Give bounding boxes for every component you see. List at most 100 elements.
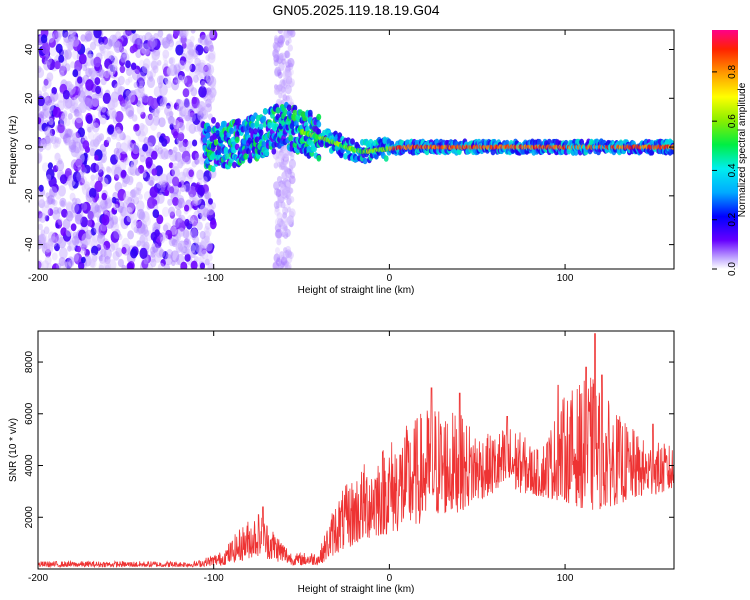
heatmap-cell: [281, 188, 288, 196]
heatmap-cell: [279, 79, 286, 88]
heatmap-cell: [275, 228, 283, 239]
heatmap-cell: [91, 245, 99, 256]
heatmap-cell: [184, 253, 191, 262]
heatmap-cell: [44, 135, 51, 145]
heatmap-cell: [281, 190, 288, 199]
heatmap-cell: [90, 179, 95, 187]
heatmap-cell: [111, 207, 117, 215]
heatmap-cell: [109, 243, 116, 252]
heatmap-cell: [108, 259, 117, 269]
heatmap-cell: [182, 138, 189, 148]
heatmap-cell: [78, 101, 88, 114]
heatmap-cell: [283, 231, 289, 239]
x-tick-label: -200: [28, 273, 48, 284]
heatmap-cell: [197, 186, 205, 197]
heatmap-cell: [135, 225, 142, 235]
heatmap-cell: [68, 139, 77, 151]
heatmap-cell: [273, 43, 281, 53]
heatmap-cell: [85, 47, 92, 56]
heatmap-cell: [283, 156, 289, 164]
heatmap-cell: [72, 39, 82, 52]
heatmap-cell: [184, 75, 193, 88]
heatmap-cell: [93, 207, 102, 218]
heatmap-cell: [158, 117, 166, 128]
heatmap-cell: [98, 133, 105, 141]
heatmap-cell: [114, 126, 121, 136]
heatmap-cell: [130, 189, 137, 198]
heatmap-cell: [177, 132, 185, 142]
heatmap-cell: [38, 211, 43, 219]
heatmap-cell: [285, 61, 290, 68]
heatmap-cell: [117, 258, 124, 268]
heatmap-cell: [86, 53, 96, 66]
heatmap-cell: [271, 148, 277, 155]
heatmap-cell: [43, 60, 51, 71]
heatmap-cell: [177, 160, 184, 169]
heatmap-cell: [109, 217, 118, 229]
heatmap-cell: [203, 64, 209, 73]
heatmap-cell: [188, 218, 194, 225]
heatmap-cell: [284, 68, 292, 78]
heatmap-cell: [157, 30, 164, 38]
heatmap-cell: [67, 113, 73, 120]
heatmap-cell: [206, 91, 216, 103]
heatmap-cell: [277, 35, 283, 42]
heatmap-cell: [61, 208, 68, 218]
heatmap-cell: [288, 187, 294, 194]
heatmap-cell: [177, 197, 186, 209]
heatmap-cell: [38, 67, 45, 78]
heatmap-cell: [274, 229, 282, 239]
heatmap-cell: [167, 115, 175, 125]
heatmap-cell: [136, 208, 145, 220]
heatmap-cell: [272, 51, 279, 59]
heatmap-cell: [190, 228, 198, 239]
heatmap-cell: [284, 84, 292, 95]
heatmap-cell: [184, 218, 190, 227]
heatmap-cell: [119, 58, 126, 67]
heatmap-cell: [178, 60, 186, 70]
heatmap-cell: [200, 109, 209, 120]
heatmap-cell: [281, 58, 286, 65]
heatmap-cell: [63, 261, 72, 269]
heatmap-cell: [278, 180, 284, 188]
heatmap-cell: [193, 194, 202, 206]
heatmap-cell: [97, 250, 104, 260]
heatmap-cell: [190, 227, 199, 239]
heatmap-cell: [99, 114, 107, 125]
heatmap-cell: [71, 102, 80, 113]
heatmap-cell: [84, 30, 93, 42]
heatmap-cell: [45, 192, 50, 199]
heatmap-cell: [137, 220, 144, 229]
heatmap-cell: [188, 169, 194, 178]
heatmap-cell: [285, 245, 292, 254]
heatmap-cell: [279, 34, 286, 43]
heatmap-cell: [156, 192, 165, 204]
heatmap-cell: [182, 167, 190, 178]
heatmap-cell: [276, 55, 283, 65]
heatmap-cell: [280, 225, 288, 236]
heatmap-cell: [182, 246, 188, 254]
heatmap-cell: [292, 104, 298, 112]
heatmap-cell: [273, 162, 279, 169]
heatmap-cell: [145, 156, 153, 168]
heatmap-cell: [156, 75, 164, 85]
heatmap-cell: [71, 235, 80, 246]
heatmap-cell: [86, 123, 94, 133]
heatmap-cell: [283, 224, 288, 231]
heatmap-cell: [206, 86, 213, 95]
heatmap-cell: [111, 79, 118, 89]
heatmap-cell: [104, 58, 112, 69]
spectrogram-heatmap: [38, 30, 674, 269]
heatmap-cell: [283, 193, 289, 201]
heatmap-cell: [205, 203, 212, 212]
heatmap-cell: [169, 186, 175, 194]
heatmap-cell: [178, 141, 187, 153]
heatmap-cell: [156, 214, 164, 225]
heatmap-cell: [64, 118, 71, 127]
heatmap-cell: [281, 231, 286, 238]
heatmap-cell: [113, 203, 119, 211]
heatmap-cell: [204, 74, 211, 84]
heatmap-cell: [60, 260, 68, 269]
